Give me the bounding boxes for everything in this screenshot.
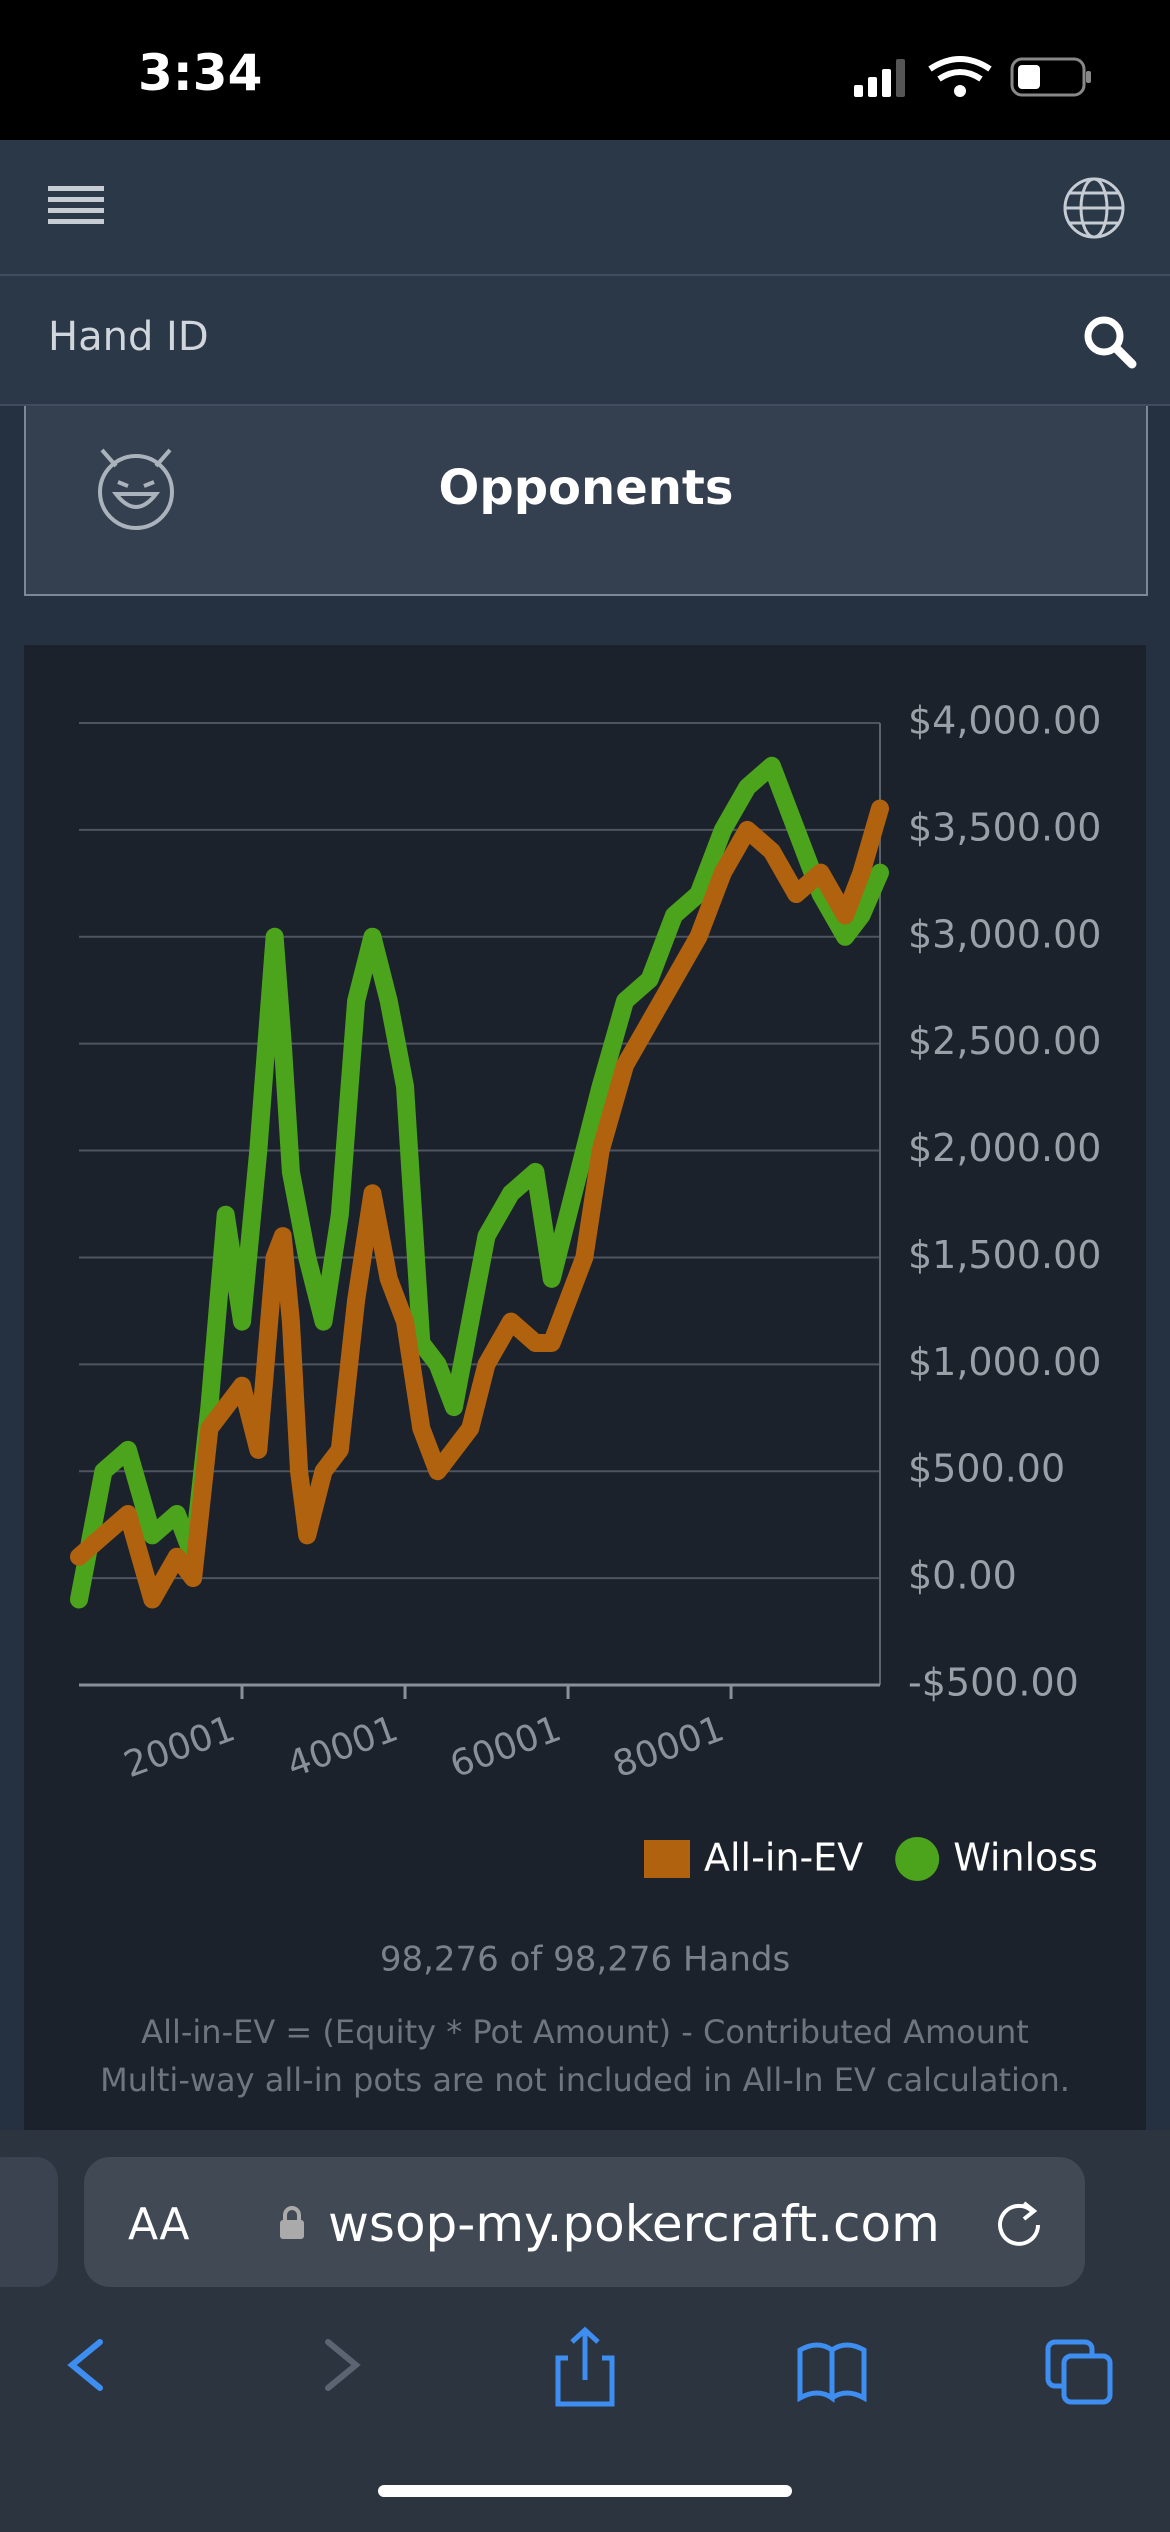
back-button[interactable] — [67, 2339, 103, 2391]
tabs-button[interactable] — [1045, 2339, 1113, 2405]
search-placeholder: Hand ID — [48, 314, 209, 360]
y-tick-label: $4,000.00 — [908, 699, 1101, 743]
series-line — [70, 799, 889, 1609]
note: Multi-way all-in pots are not included i… — [100, 2061, 1070, 2099]
x-tick-label: 60001 — [445, 1708, 567, 1786]
language-button[interactable] — [1062, 176, 1126, 240]
nav-bar — [0, 140, 1170, 276]
status-icons — [854, 56, 1091, 97]
legend-label[interactable]: Winloss — [953, 1836, 1098, 1880]
toolbar — [67, 2326, 1113, 2407]
y-tick-label: $2,000.00 — [908, 1126, 1101, 1170]
hands-summary: 98,276 of 98,276 Hands — [380, 1940, 790, 1980]
url: wsop-my.pokercraft.com — [328, 2195, 940, 2253]
tab-peek[interactable] — [0, 2157, 58, 2287]
y-tick-label: $1,500.00 — [908, 1233, 1101, 1277]
search-button[interactable] — [1082, 314, 1138, 370]
legend-marker[interactable] — [644, 1840, 690, 1878]
reload-button[interactable] — [994, 2197, 1044, 2247]
legend-marker[interactable] — [895, 1837, 940, 1881]
y-tick-label: $3,000.00 — [908, 912, 1101, 956]
bookmarks-button[interactable] — [797, 2342, 867, 2403]
opponents-card[interactable]: Opponents — [24, 406, 1148, 596]
browser-bar: AA wsop-my.pokercraft.com — [0, 2130, 1170, 2532]
y-tick-label: $3,500.00 — [908, 805, 1101, 849]
home-indicator — [378, 2485, 792, 2497]
menu-button[interactable] — [48, 184, 104, 230]
status-bar: 3:34 — [0, 0, 1170, 140]
x-tick-label: 20001 — [119, 1708, 241, 1786]
text-size-button[interactable]: AA — [128, 2199, 190, 2250]
search-bar[interactable]: Hand ID — [0, 276, 1170, 406]
y-tick-label: -$500.00 — [908, 1661, 1079, 1705]
y-tick-label: $500.00 — [908, 1447, 1065, 1491]
y-tick-label: $1,000.00 — [908, 1340, 1101, 1384]
lock-icon — [280, 2206, 304, 2239]
share-button[interactable] — [555, 2326, 615, 2407]
chart: 98,276 of 98,276 Hands All-in-EV = (Equi… — [70, 699, 1101, 2099]
legend-label[interactable]: All-in-EV — [704, 1836, 863, 1880]
x-tick-label: 40001 — [282, 1708, 404, 1786]
forward-button[interactable] — [325, 2339, 361, 2391]
x-tick-label: 80001 — [608, 1708, 730, 1786]
opponents-icon — [98, 448, 174, 530]
y-tick-label: $2,500.00 — [908, 1019, 1101, 1063]
address-bar[interactable]: AA wsop-my.pokercraft.com — [84, 2157, 1085, 2287]
note: All-in-EV = (Equity * Pot Amount) - Cont… — [141, 2013, 1029, 2051]
y-tick-label: $0.00 — [908, 1554, 1017, 1598]
card-title: Opponents — [438, 460, 734, 516]
series-line — [70, 756, 889, 1609]
clock: 3:34 — [138, 44, 263, 102]
